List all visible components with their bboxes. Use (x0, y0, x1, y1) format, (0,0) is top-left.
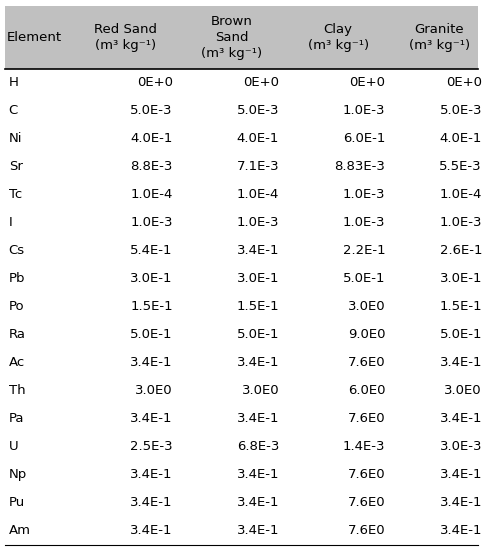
Text: 1.0E-4: 1.0E-4 (130, 188, 173, 201)
Text: Ni: Ni (9, 132, 22, 145)
Text: Th: Th (9, 384, 25, 397)
Text: 1.0E-4: 1.0E-4 (440, 188, 482, 201)
Text: 1.5E-1: 1.5E-1 (237, 300, 279, 313)
Text: 1.0E-4: 1.0E-4 (237, 188, 279, 201)
Text: 3.4E-1: 3.4E-1 (130, 356, 173, 369)
Text: 0E+0: 0E+0 (243, 76, 279, 89)
Text: Np: Np (9, 468, 27, 481)
Text: 0E+0: 0E+0 (137, 76, 173, 89)
Text: I: I (9, 216, 13, 229)
Text: 4.0E-1: 4.0E-1 (440, 132, 482, 145)
Text: 5.0E-1: 5.0E-1 (130, 328, 173, 341)
Text: 3.4E-1: 3.4E-1 (440, 356, 482, 369)
Text: 1.0E-3: 1.0E-3 (343, 104, 385, 117)
Text: 1.0E-3: 1.0E-3 (237, 216, 279, 229)
Text: 3.4E-1: 3.4E-1 (237, 244, 279, 257)
Text: 5.0E-1: 5.0E-1 (237, 328, 279, 341)
Text: Brown
Sand
(m³ kg⁻¹): Brown Sand (m³ kg⁻¹) (201, 15, 262, 59)
Text: 5.0E-1: 5.0E-1 (343, 272, 385, 285)
Text: 3.0E0: 3.0E0 (242, 384, 279, 397)
Text: 2.5E-3: 2.5E-3 (130, 440, 173, 453)
Text: 3.4E-1: 3.4E-1 (237, 496, 279, 509)
Text: 3.4E-1: 3.4E-1 (237, 524, 279, 537)
Text: Ac: Ac (9, 356, 25, 369)
Text: 3.4E-1: 3.4E-1 (130, 412, 173, 425)
Text: 7.6E0: 7.6E0 (348, 496, 385, 509)
Text: 5.0E-3: 5.0E-3 (237, 104, 279, 117)
Text: 3.4E-1: 3.4E-1 (440, 496, 482, 509)
Text: 1.0E-3: 1.0E-3 (130, 216, 173, 229)
Text: Po: Po (9, 300, 24, 313)
Text: 3.4E-1: 3.4E-1 (130, 496, 173, 509)
Text: Cs: Cs (9, 244, 25, 257)
Text: 5.5E-3: 5.5E-3 (440, 160, 482, 173)
Text: 6.0E-1: 6.0E-1 (343, 132, 385, 145)
Text: 5.0E-3: 5.0E-3 (130, 104, 173, 117)
Text: 3.0E-1: 3.0E-1 (440, 272, 482, 285)
Text: H: H (9, 76, 18, 89)
Text: 6.8E-3: 6.8E-3 (237, 440, 279, 453)
Text: 4.0E-1: 4.0E-1 (237, 132, 279, 145)
Text: 2.2E-1: 2.2E-1 (343, 244, 385, 257)
Text: 4.0E-1: 4.0E-1 (130, 132, 173, 145)
Text: 3.4E-1: 3.4E-1 (440, 524, 482, 537)
Text: 9.0E0: 9.0E0 (348, 328, 385, 341)
Text: Sr: Sr (9, 160, 23, 173)
Text: Clay
(m³ kg⁻¹): Clay (m³ kg⁻¹) (308, 23, 369, 52)
Text: Tc: Tc (9, 188, 22, 201)
Text: 8.8E-3: 8.8E-3 (130, 160, 173, 173)
Text: Red Sand
(m³ kg⁻¹): Red Sand (m³ kg⁻¹) (94, 23, 157, 52)
Text: Pb: Pb (9, 272, 25, 285)
Text: 1.5E-1: 1.5E-1 (130, 300, 173, 313)
Text: Am: Am (9, 524, 31, 537)
Text: 0E+0: 0E+0 (446, 76, 482, 89)
Text: 6.0E0: 6.0E0 (348, 384, 385, 397)
Text: 1.5E-1: 1.5E-1 (440, 300, 482, 313)
Text: 5.4E-1: 5.4E-1 (130, 244, 173, 257)
Text: 7.1E-3: 7.1E-3 (237, 160, 279, 173)
Text: 7.6E0: 7.6E0 (348, 524, 385, 537)
Text: 1.0E-3: 1.0E-3 (440, 216, 482, 229)
Text: 5.0E-1: 5.0E-1 (440, 328, 482, 341)
Text: 1.0E-3: 1.0E-3 (343, 188, 385, 201)
Text: 7.6E0: 7.6E0 (348, 356, 385, 369)
Text: 3.0E-1: 3.0E-1 (237, 272, 279, 285)
Text: 8.83E-3: 8.83E-3 (335, 160, 385, 173)
Text: C: C (9, 104, 18, 117)
Text: 3.0E0: 3.0E0 (135, 384, 173, 397)
Text: 3.0E-1: 3.0E-1 (130, 272, 173, 285)
Text: 3.0E0: 3.0E0 (348, 300, 385, 313)
Text: 5.0E-3: 5.0E-3 (440, 104, 482, 117)
Text: 7.6E0: 7.6E0 (348, 468, 385, 481)
Text: 3.4E-1: 3.4E-1 (130, 468, 173, 481)
Text: 3.4E-1: 3.4E-1 (237, 468, 279, 481)
Text: 3.4E-1: 3.4E-1 (237, 356, 279, 369)
Text: 2.6E-1: 2.6E-1 (440, 244, 482, 257)
Text: Ra: Ra (9, 328, 26, 341)
Text: 3.0E-3: 3.0E-3 (440, 440, 482, 453)
Text: U: U (9, 440, 18, 453)
Text: 3.4E-1: 3.4E-1 (440, 412, 482, 425)
Text: 1.4E-3: 1.4E-3 (343, 440, 385, 453)
Text: Granite
(m³ kg⁻¹): Granite (m³ kg⁻¹) (409, 23, 470, 52)
Text: 3.0E0: 3.0E0 (444, 384, 482, 397)
Text: 3.4E-1: 3.4E-1 (237, 412, 279, 425)
Text: Pu: Pu (9, 496, 25, 509)
Text: 1.0E-3: 1.0E-3 (343, 216, 385, 229)
Text: 0E+0: 0E+0 (349, 76, 385, 89)
Text: 7.6E0: 7.6E0 (348, 412, 385, 425)
Bar (5, 6, 478, 69)
Text: Pa: Pa (9, 412, 24, 425)
Text: 3.4E-1: 3.4E-1 (440, 468, 482, 481)
Text: Element: Element (7, 31, 62, 43)
Text: 3.4E-1: 3.4E-1 (130, 524, 173, 537)
